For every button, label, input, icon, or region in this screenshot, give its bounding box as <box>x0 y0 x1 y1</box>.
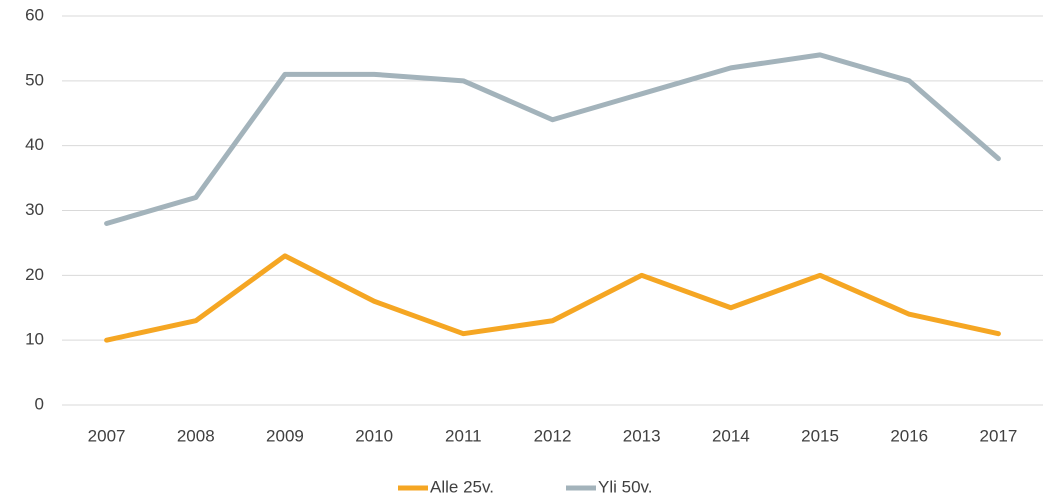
legend-label: Yli 50v. <box>598 477 653 496</box>
series-line <box>104 52 1001 226</box>
y-tick-label: 20 <box>25 265 44 284</box>
x-tick-label: 2007 <box>88 426 126 445</box>
x-tick-label: 2017 <box>979 426 1017 445</box>
x-tick-label: 2016 <box>890 426 928 445</box>
y-tick-label: 0 <box>35 394 44 413</box>
y-tick-label: 40 <box>25 135 44 154</box>
x-tick-label: 2012 <box>534 426 572 445</box>
series-line <box>104 253 1001 343</box>
y-tick-label: 30 <box>25 200 44 219</box>
x-tick-label: 2008 <box>177 426 215 445</box>
y-tick-label: 60 <box>25 5 44 24</box>
y-tick-label: 50 <box>25 70 44 89</box>
x-tick-label: 2010 <box>355 426 393 445</box>
x-tick-label: 2013 <box>623 426 661 445</box>
x-tick-label: 2011 <box>445 426 482 445</box>
y-tick-label: 10 <box>25 330 44 349</box>
x-tick-label: 2009 <box>266 426 304 445</box>
x-tick-label: 2015 <box>801 426 839 445</box>
x-tick-label: 2014 <box>712 426 750 445</box>
legend-label: Alle 25v. <box>430 477 494 496</box>
